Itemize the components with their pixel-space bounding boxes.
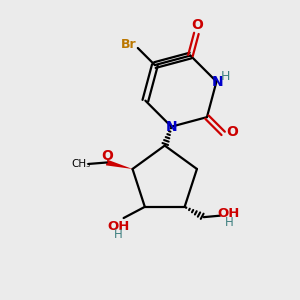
Text: H: H [224,216,233,229]
Text: N: N [212,75,224,88]
Text: O: O [191,18,203,32]
Text: OH: OH [218,207,240,220]
Text: H: H [221,70,231,83]
Polygon shape [106,160,133,169]
Text: O: O [101,149,113,163]
Text: H: H [114,228,123,241]
Text: OH: OH [107,220,130,233]
Text: O: O [227,125,239,139]
Text: CH₃: CH₃ [71,159,91,169]
Text: Br: Br [121,38,137,51]
Text: N: N [166,120,177,134]
